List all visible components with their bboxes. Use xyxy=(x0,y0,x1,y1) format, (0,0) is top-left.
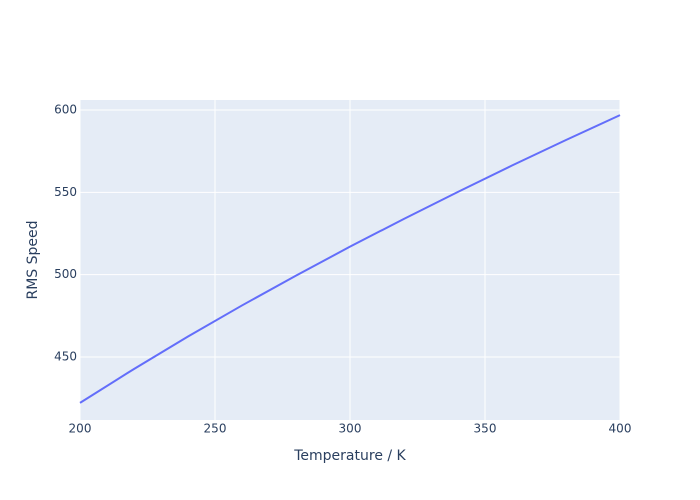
x-axis-title: Temperature / K xyxy=(293,448,406,464)
x-tick-label: 300 xyxy=(339,422,362,436)
y-axis-title: RMS Speed xyxy=(25,220,41,299)
y-tick-label: 450 xyxy=(54,349,77,363)
data-line xyxy=(79,114,621,404)
y-tick-label: 500 xyxy=(54,267,77,281)
x-tick-label: 200 xyxy=(69,422,92,436)
x-tick-label: 350 xyxy=(474,422,497,436)
x-tick-label: 400 xyxy=(609,422,632,436)
x-tick-label: 250 xyxy=(204,422,227,436)
y-tick-label: 600 xyxy=(54,103,77,117)
y-tick-label: 550 xyxy=(54,185,77,199)
